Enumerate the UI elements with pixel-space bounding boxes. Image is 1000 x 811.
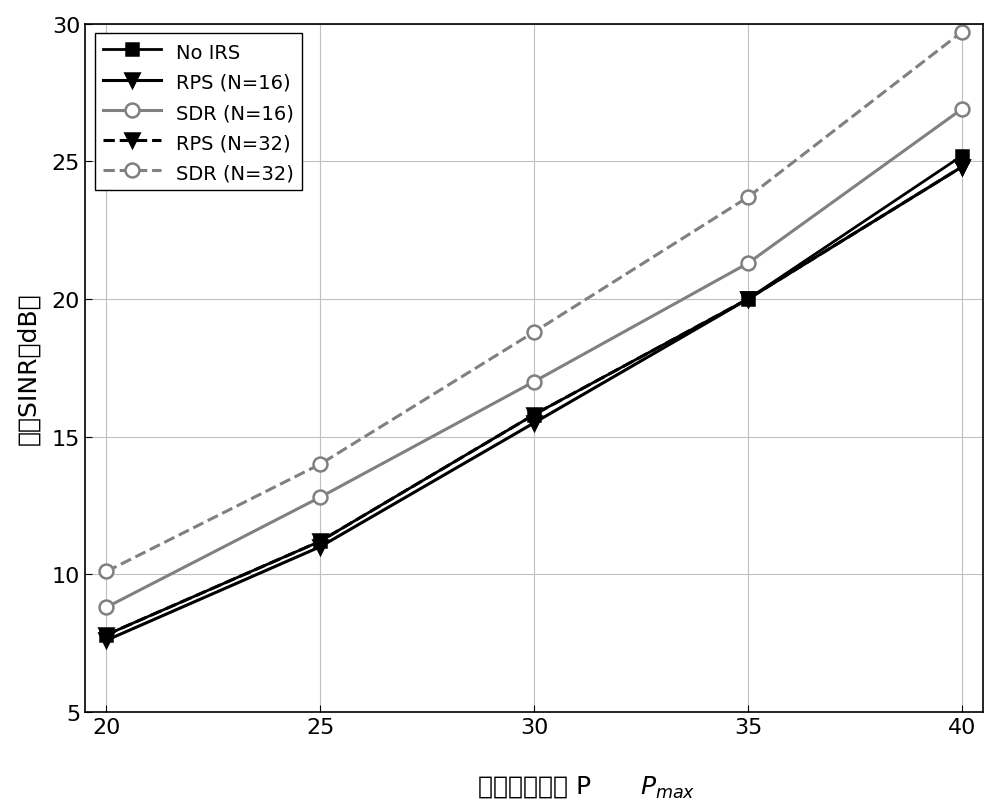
Line: RPS (N=32): RPS (N=32) [99, 161, 969, 642]
SDR (N=32) [528, 328, 540, 337]
RPS (N=32) [956, 163, 968, 173]
No IRS [314, 537, 326, 547]
No IRS [742, 294, 754, 304]
SDR (N=16) [100, 603, 112, 612]
No IRS [528, 410, 540, 420]
Text: $P_{max}$: $P_{max}$ [640, 774, 696, 800]
RPS (N=16) [742, 294, 754, 304]
SDR (N=16) [314, 492, 326, 502]
Line: SDR (N=16): SDR (N=16) [99, 103, 969, 615]
RPS (N=32) [100, 630, 112, 640]
Legend: No IRS, RPS (N=16), SDR (N=16), RPS (N=32), SDR (N=32): No IRS, RPS (N=16), SDR (N=16), RPS (N=3… [95, 34, 302, 191]
RPS (N=32) [314, 537, 326, 547]
SDR (N=32) [742, 193, 754, 203]
SDR (N=16) [742, 259, 754, 268]
No IRS [956, 152, 968, 161]
SDR (N=16) [528, 377, 540, 387]
RPS (N=32) [742, 294, 754, 304]
RPS (N=16) [528, 418, 540, 428]
SDR (N=16) [956, 105, 968, 114]
Text: 最大发射功率 P: 最大发射功率 P [478, 774, 591, 798]
Line: RPS (N=16): RPS (N=16) [99, 161, 969, 647]
RPS (N=32) [528, 410, 540, 420]
RPS (N=16) [956, 163, 968, 173]
SDR (N=32) [956, 28, 968, 38]
SDR (N=32) [314, 460, 326, 470]
RPS (N=16) [314, 543, 326, 552]
Line: SDR (N=32): SDR (N=32) [99, 26, 969, 579]
Line: No IRS: No IRS [101, 151, 968, 641]
SDR (N=32) [100, 567, 112, 577]
RPS (N=16) [100, 636, 112, 646]
No IRS [100, 630, 112, 640]
Y-axis label: 最小SINR（dB）: 最小SINR（dB） [17, 292, 41, 444]
